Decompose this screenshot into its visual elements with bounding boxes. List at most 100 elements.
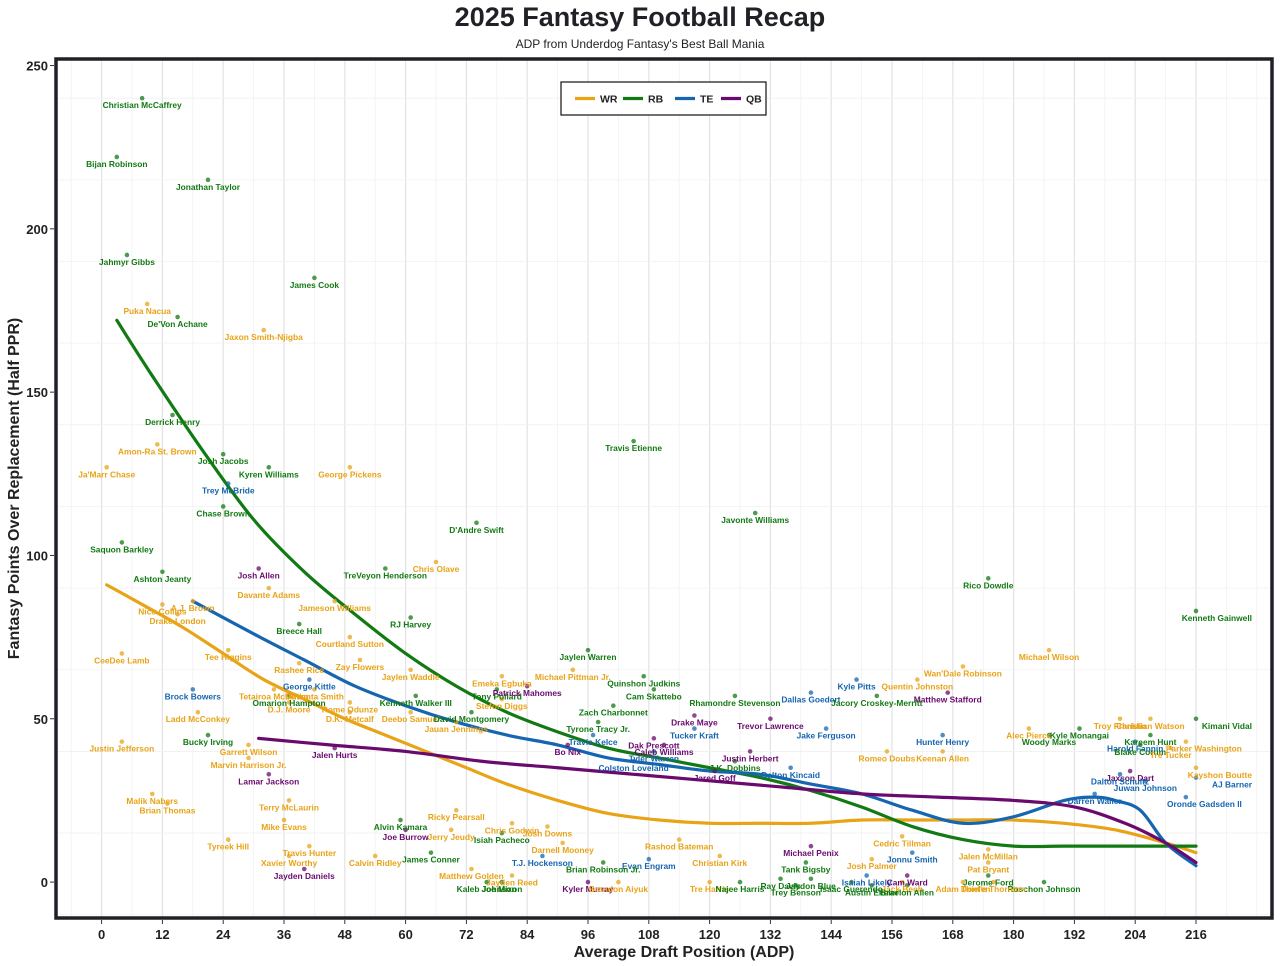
data-label: Dallas Goedert <box>781 695 840 705</box>
data-label: Chase Brown <box>196 508 250 518</box>
data-label: Davante Adams <box>238 590 301 600</box>
data-label: David Montgomery <box>434 714 510 724</box>
data-label: CeeDee Lamb <box>94 655 149 665</box>
data-label: Tony Pollard <box>472 691 522 701</box>
x-tick-label: 156 <box>881 927 903 942</box>
data-point <box>190 598 196 604</box>
data-label: Christian McCaffrey <box>103 100 182 110</box>
data-label: Josh Jacobs <box>198 456 249 466</box>
data-label: Jake Ferguson <box>797 731 856 741</box>
data-point <box>899 834 905 839</box>
data-label: Romeo Doubs <box>859 753 916 763</box>
data-label: Javonte Williams <box>721 515 789 525</box>
data-point <box>301 866 307 872</box>
data-point <box>985 576 991 581</box>
data-point <box>448 827 454 833</box>
data-label: Jayden Reed <box>486 878 538 888</box>
data-label: Cam Skattebo <box>626 691 682 701</box>
data-label: Rashee Rice <box>274 665 324 675</box>
data-point <box>778 876 783 882</box>
data-point <box>631 438 636 444</box>
data-label: Tucker Kraft <box>670 731 719 741</box>
data-point <box>849 879 854 885</box>
data-point <box>499 830 505 836</box>
data-point <box>1092 791 1097 797</box>
data-point <box>408 709 413 715</box>
data-point <box>408 615 413 620</box>
data-point <box>1193 765 1199 771</box>
data-label: Derrick Henry <box>145 417 200 427</box>
data-label: T.J. Hockenson <box>512 858 573 868</box>
data-point <box>190 687 196 692</box>
data-label: Roschon Johnson <box>1007 884 1080 894</box>
data-point <box>732 693 738 699</box>
data-point <box>692 713 697 718</box>
x-tick-label: 204 <box>1124 927 1146 942</box>
data-label: Jaylen Waddle <box>382 672 440 682</box>
data-label: Brock Bowers <box>165 691 222 701</box>
x-tick-label: 96 <box>581 927 595 942</box>
data-point <box>220 451 226 457</box>
data-label: Ja'Marr Chase <box>78 469 135 479</box>
data-point <box>499 696 505 702</box>
data-point <box>1046 732 1052 738</box>
data-point <box>874 693 880 699</box>
data-label: D.K. Metcalf <box>326 714 374 724</box>
data-label: Keenan Allen <box>916 753 969 763</box>
data-point <box>1026 726 1032 731</box>
data-point <box>408 667 413 673</box>
x-tick-label: 0 <box>98 927 105 942</box>
data-label: Ricky Pearsall <box>428 812 485 822</box>
data-point <box>651 736 657 741</box>
data-label: RJ Harvey <box>390 620 431 630</box>
data-point <box>565 742 571 748</box>
data-label: Patrick Mahomes <box>493 688 562 698</box>
data-label: Travis Hunter <box>283 848 337 858</box>
data-point <box>509 873 515 878</box>
data-label: James Cook <box>290 280 340 290</box>
point-labels: Christian McCaffrey Bijan Robinson Jonatha… <box>78 100 1253 897</box>
data-point <box>899 879 905 885</box>
data-point <box>160 602 165 607</box>
data-label: Tyler Warren <box>629 753 679 763</box>
data-label: De'Von Achane <box>148 319 209 329</box>
data-point <box>985 873 991 878</box>
data-label: Jameson Williams <box>298 603 371 613</box>
chart-subtitle: ADP from Underdog Fantasy's Best Ball Ma… <box>515 37 765 51</box>
data-point <box>266 464 272 470</box>
data-label: Rico Dowdle <box>963 580 1014 590</box>
data-label: Kayshon Boutte <box>1188 770 1253 780</box>
data-label: Jaydon Blue <box>786 881 836 891</box>
data-label: Isaac Guerendo <box>820 884 883 894</box>
data-point <box>641 674 647 679</box>
x-tick-label: 192 <box>1064 927 1086 942</box>
data-label: Dalton Kincaid <box>761 770 820 780</box>
data-label: Tetairoa McMillan <box>239 691 309 701</box>
data-label: Michael Pittman Jr. <box>535 672 611 682</box>
data-label: Darnell Mooney <box>531 845 594 855</box>
data-label: Garrett Wilson <box>220 747 278 757</box>
data-point <box>383 566 388 571</box>
data-point <box>499 674 505 679</box>
data-points <box>104 95 1199 888</box>
data-point <box>823 726 829 731</box>
data-point <box>428 850 434 855</box>
x-tick-label: 108 <box>638 927 660 942</box>
trend-lines <box>105 318 1198 868</box>
data-point <box>119 540 125 545</box>
data-point <box>712 768 717 774</box>
data-point <box>651 749 657 754</box>
data-label: Isiah Pacheco <box>474 835 530 845</box>
data-label: Brian Robinson Jr. <box>566 864 640 874</box>
data-point <box>808 876 814 882</box>
data-point <box>469 709 474 715</box>
data-label: Cam Ward <box>887 878 928 888</box>
data-label: Christian Watson <box>1116 721 1185 731</box>
data-point <box>646 856 652 862</box>
data-label: Kaleb Johnson <box>457 884 517 894</box>
data-label: Alvin Kamara <box>374 822 428 832</box>
data-point <box>945 690 951 695</box>
chart-title: 2025 Fantasy Football Recap <box>454 2 826 32</box>
x-tick-label: 84 <box>520 927 535 942</box>
data-point <box>940 749 945 754</box>
